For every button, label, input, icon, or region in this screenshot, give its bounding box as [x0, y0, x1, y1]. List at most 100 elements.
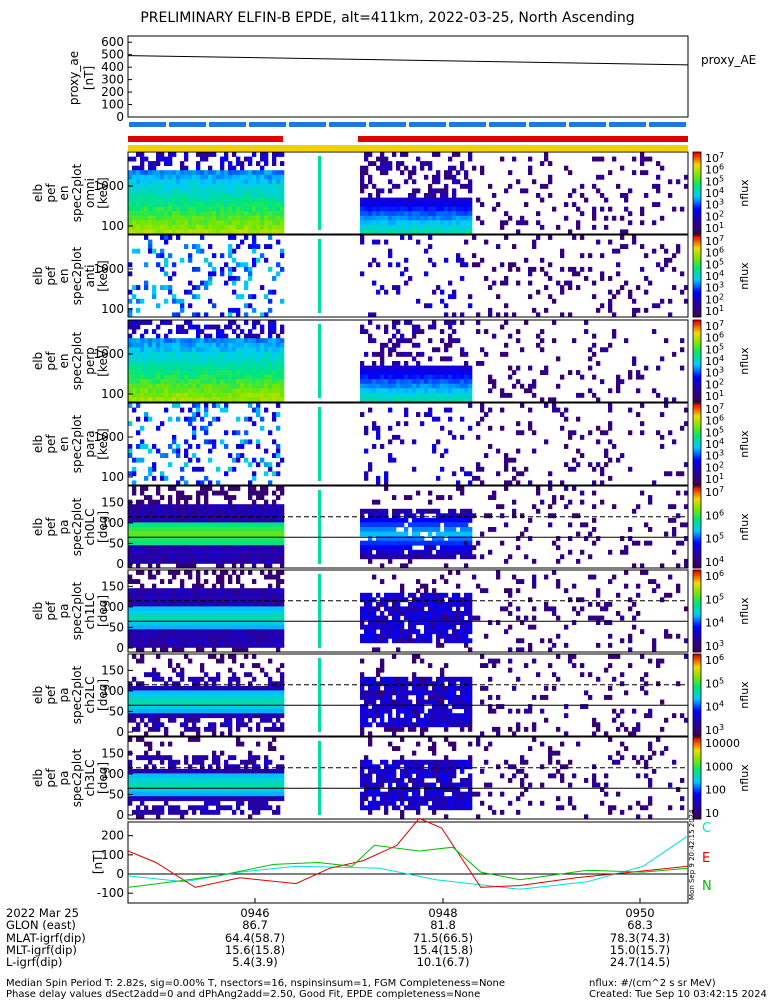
spectrogram-cell: [672, 504, 677, 510]
spectrogram-cell: [440, 289, 445, 295]
spectrogram-cell: [640, 206, 645, 212]
spectrogram-cell: [392, 508, 397, 514]
spectrogram-cell: [192, 294, 197, 300]
spectrogram-cell: [280, 513, 285, 519]
spectrogram-cell: [220, 338, 225, 344]
spectrogram-cell: [480, 202, 485, 207]
spectrogram-cell: [236, 379, 241, 385]
spectrogram-cell: [128, 606, 133, 612]
spectrogram-cell: [252, 397, 257, 403]
spectrogram-cell: [128, 527, 133, 532]
spectrogram-cell: [208, 280, 213, 286]
spectrogram-cell: [212, 397, 217, 403]
spectrogram-cell: [252, 202, 257, 207]
spectrogram-cell: [384, 342, 389, 348]
spectrogram-cell: [252, 257, 257, 263]
spectrogram-cell: [244, 633, 249, 639]
spectrogram-cell: [424, 611, 429, 616]
spectrogram-cell: [152, 558, 157, 564]
spectrogram-cell: [648, 280, 653, 286]
spectrogram-cell: [264, 356, 269, 362]
spectrogram-cell: [220, 597, 225, 603]
spectrogram-cell: [500, 351, 505, 357]
spectrogram-cell: [452, 165, 457, 171]
spectrogram-cell: [188, 407, 193, 413]
spin-bar-segment: [249, 122, 286, 127]
spectrogram-cell: [204, 188, 209, 194]
spectrogram-cell: [512, 475, 517, 481]
spectrogram-cell: [132, 504, 137, 510]
spectrogram-cell: [264, 206, 269, 212]
spectrogram-cell: [376, 365, 381, 371]
spectrogram-cell: [372, 215, 377, 221]
spectrogram-cell: [244, 342, 249, 348]
spectrogram-cell: [232, 383, 237, 389]
spectrogram-cell: [372, 370, 377, 375]
spectrogram-cell: [132, 522, 137, 528]
spectrogram-cell: [264, 379, 269, 385]
spectrogram-cell: [152, 638, 157, 644]
spectrogram-cell: [408, 495, 413, 500]
spectrogram-cell: [140, 545, 145, 551]
spectrogram-cell: [208, 370, 213, 375]
spectrogram-cell: [208, 554, 213, 560]
spectrogram-cell: [200, 592, 205, 598]
spectrogram-cell: [176, 642, 181, 648]
spectrogram-cell: [152, 397, 157, 403]
spectrogram-cell: [396, 629, 401, 635]
spectrogram-cell: [600, 271, 605, 277]
spectrogram-cell: [452, 545, 457, 551]
spectrogram-cell: [268, 466, 273, 472]
spectrogram-cell: [132, 638, 137, 644]
spectrogram-cell: [256, 549, 261, 555]
spectrogram-cell: [276, 620, 281, 625]
spectrogram-cell: [256, 333, 261, 339]
spectrogram-cell: [200, 356, 205, 362]
spectrogram-cell: [364, 540, 369, 546]
spectrogram-cell: [164, 629, 169, 635]
spectrogram-cell: [136, 517, 141, 523]
spectrogram-cell: [176, 370, 181, 375]
spectrogram-cell: [232, 347, 237, 353]
spectrogram-cell: [632, 540, 637, 546]
spectrogram-cell: [368, 549, 373, 555]
spectrogram-cell: [228, 499, 233, 505]
spectrogram-cell: [664, 531, 669, 537]
spectrogram-cell: [452, 206, 457, 212]
spectrogram-cell: [160, 392, 165, 398]
spectrogram-cell: [256, 397, 261, 403]
spectrogram-cell: [220, 206, 225, 212]
spectrogram-cell: [228, 188, 233, 194]
spectrogram-cell: [252, 513, 257, 519]
spectrogram-cell: [152, 583, 157, 589]
spectrogram-cell: [228, 244, 233, 249]
spectrogram-cell: [392, 388, 397, 394]
spectrogram-cell: [220, 361, 225, 366]
spectrogram-cell: [580, 253, 585, 259]
spectrogram-cell: [552, 540, 557, 546]
spectrogram-cell: [224, 508, 229, 514]
spectrogram-cell: [264, 370, 269, 375]
spectrogram-cell: [256, 174, 261, 180]
spectrogram-cell: [416, 638, 421, 644]
spectrogram-cell: [204, 597, 209, 603]
spectrogram-cell: [172, 347, 177, 353]
colorbar-segment: [693, 533, 701, 536]
spectrogram-cell: [264, 517, 269, 523]
spectrogram-cell: [236, 531, 241, 537]
spectrogram-cell: [200, 624, 205, 630]
spectrogram-cell: [200, 527, 205, 532]
spectrogram-cell: [152, 374, 157, 380]
spectrogram-cell: [192, 361, 197, 366]
spectrogram-cell: [236, 588, 241, 594]
spectrogram-cell: [212, 611, 217, 616]
spectrogram-cell: [212, 211, 217, 217]
spectrogram-cell: [468, 229, 473, 235]
colorbar-segment: [693, 502, 701, 505]
spectrogram-cell: [384, 324, 389, 330]
spectrogram-cell: [396, 365, 401, 371]
spectrogram-cell: [412, 220, 417, 226]
spectrogram-cell: [132, 156, 137, 162]
spectrogram-cell: [592, 540, 597, 546]
spectrogram-cell: [172, 312, 177, 318]
